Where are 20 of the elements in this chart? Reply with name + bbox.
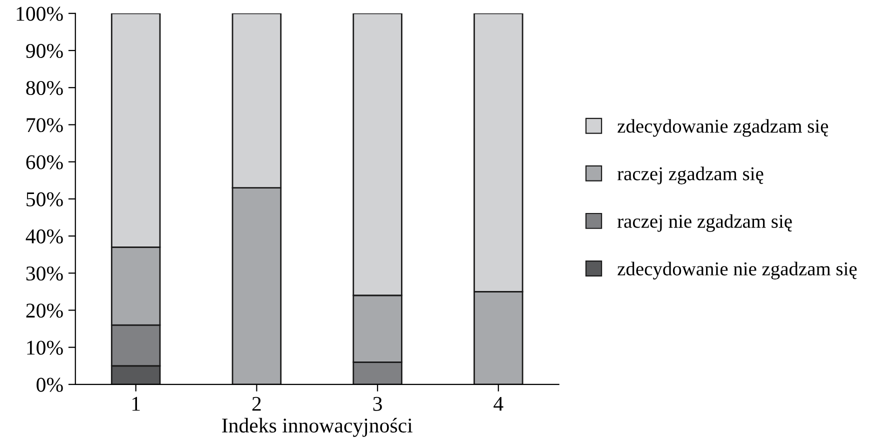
- x-tick-label: 1: [132, 396, 140, 411]
- legend-label: zdecydowanie zgadzam się: [618, 119, 828, 137]
- x-axis-title: Indeks innowacyjności: [222, 418, 412, 437]
- y-tick-label: 30%: [26, 266, 63, 281]
- y-tick-label: 40%: [26, 229, 63, 244]
- y-tick-label: 60%: [26, 155, 63, 170]
- y-tick-label: 70%: [26, 118, 63, 132]
- y-tick-label: 50%: [26, 192, 63, 206]
- legend-label: raczej nie zgadzam się: [617, 214, 792, 232]
- x-tick-label: 2: [252, 396, 261, 411]
- y-tick-label: 10%: [27, 340, 63, 355]
- y-tick-label: 80%: [26, 80, 63, 96]
- y-tick-label: 90%: [26, 44, 63, 58]
- y-tick-label: 20%: [26, 304, 63, 318]
- legend-label: zdecydowanie nie zgadzam się: [618, 262, 857, 280]
- legend-label: raczej zgadzam się: [617, 166, 764, 184]
- y-tick-label: 0%: [36, 378, 63, 392]
- y-tick-label: 100%: [16, 6, 63, 21]
- x-tick-label: 3: [373, 396, 382, 411]
- x-tick-label: 4: [494, 396, 504, 411]
